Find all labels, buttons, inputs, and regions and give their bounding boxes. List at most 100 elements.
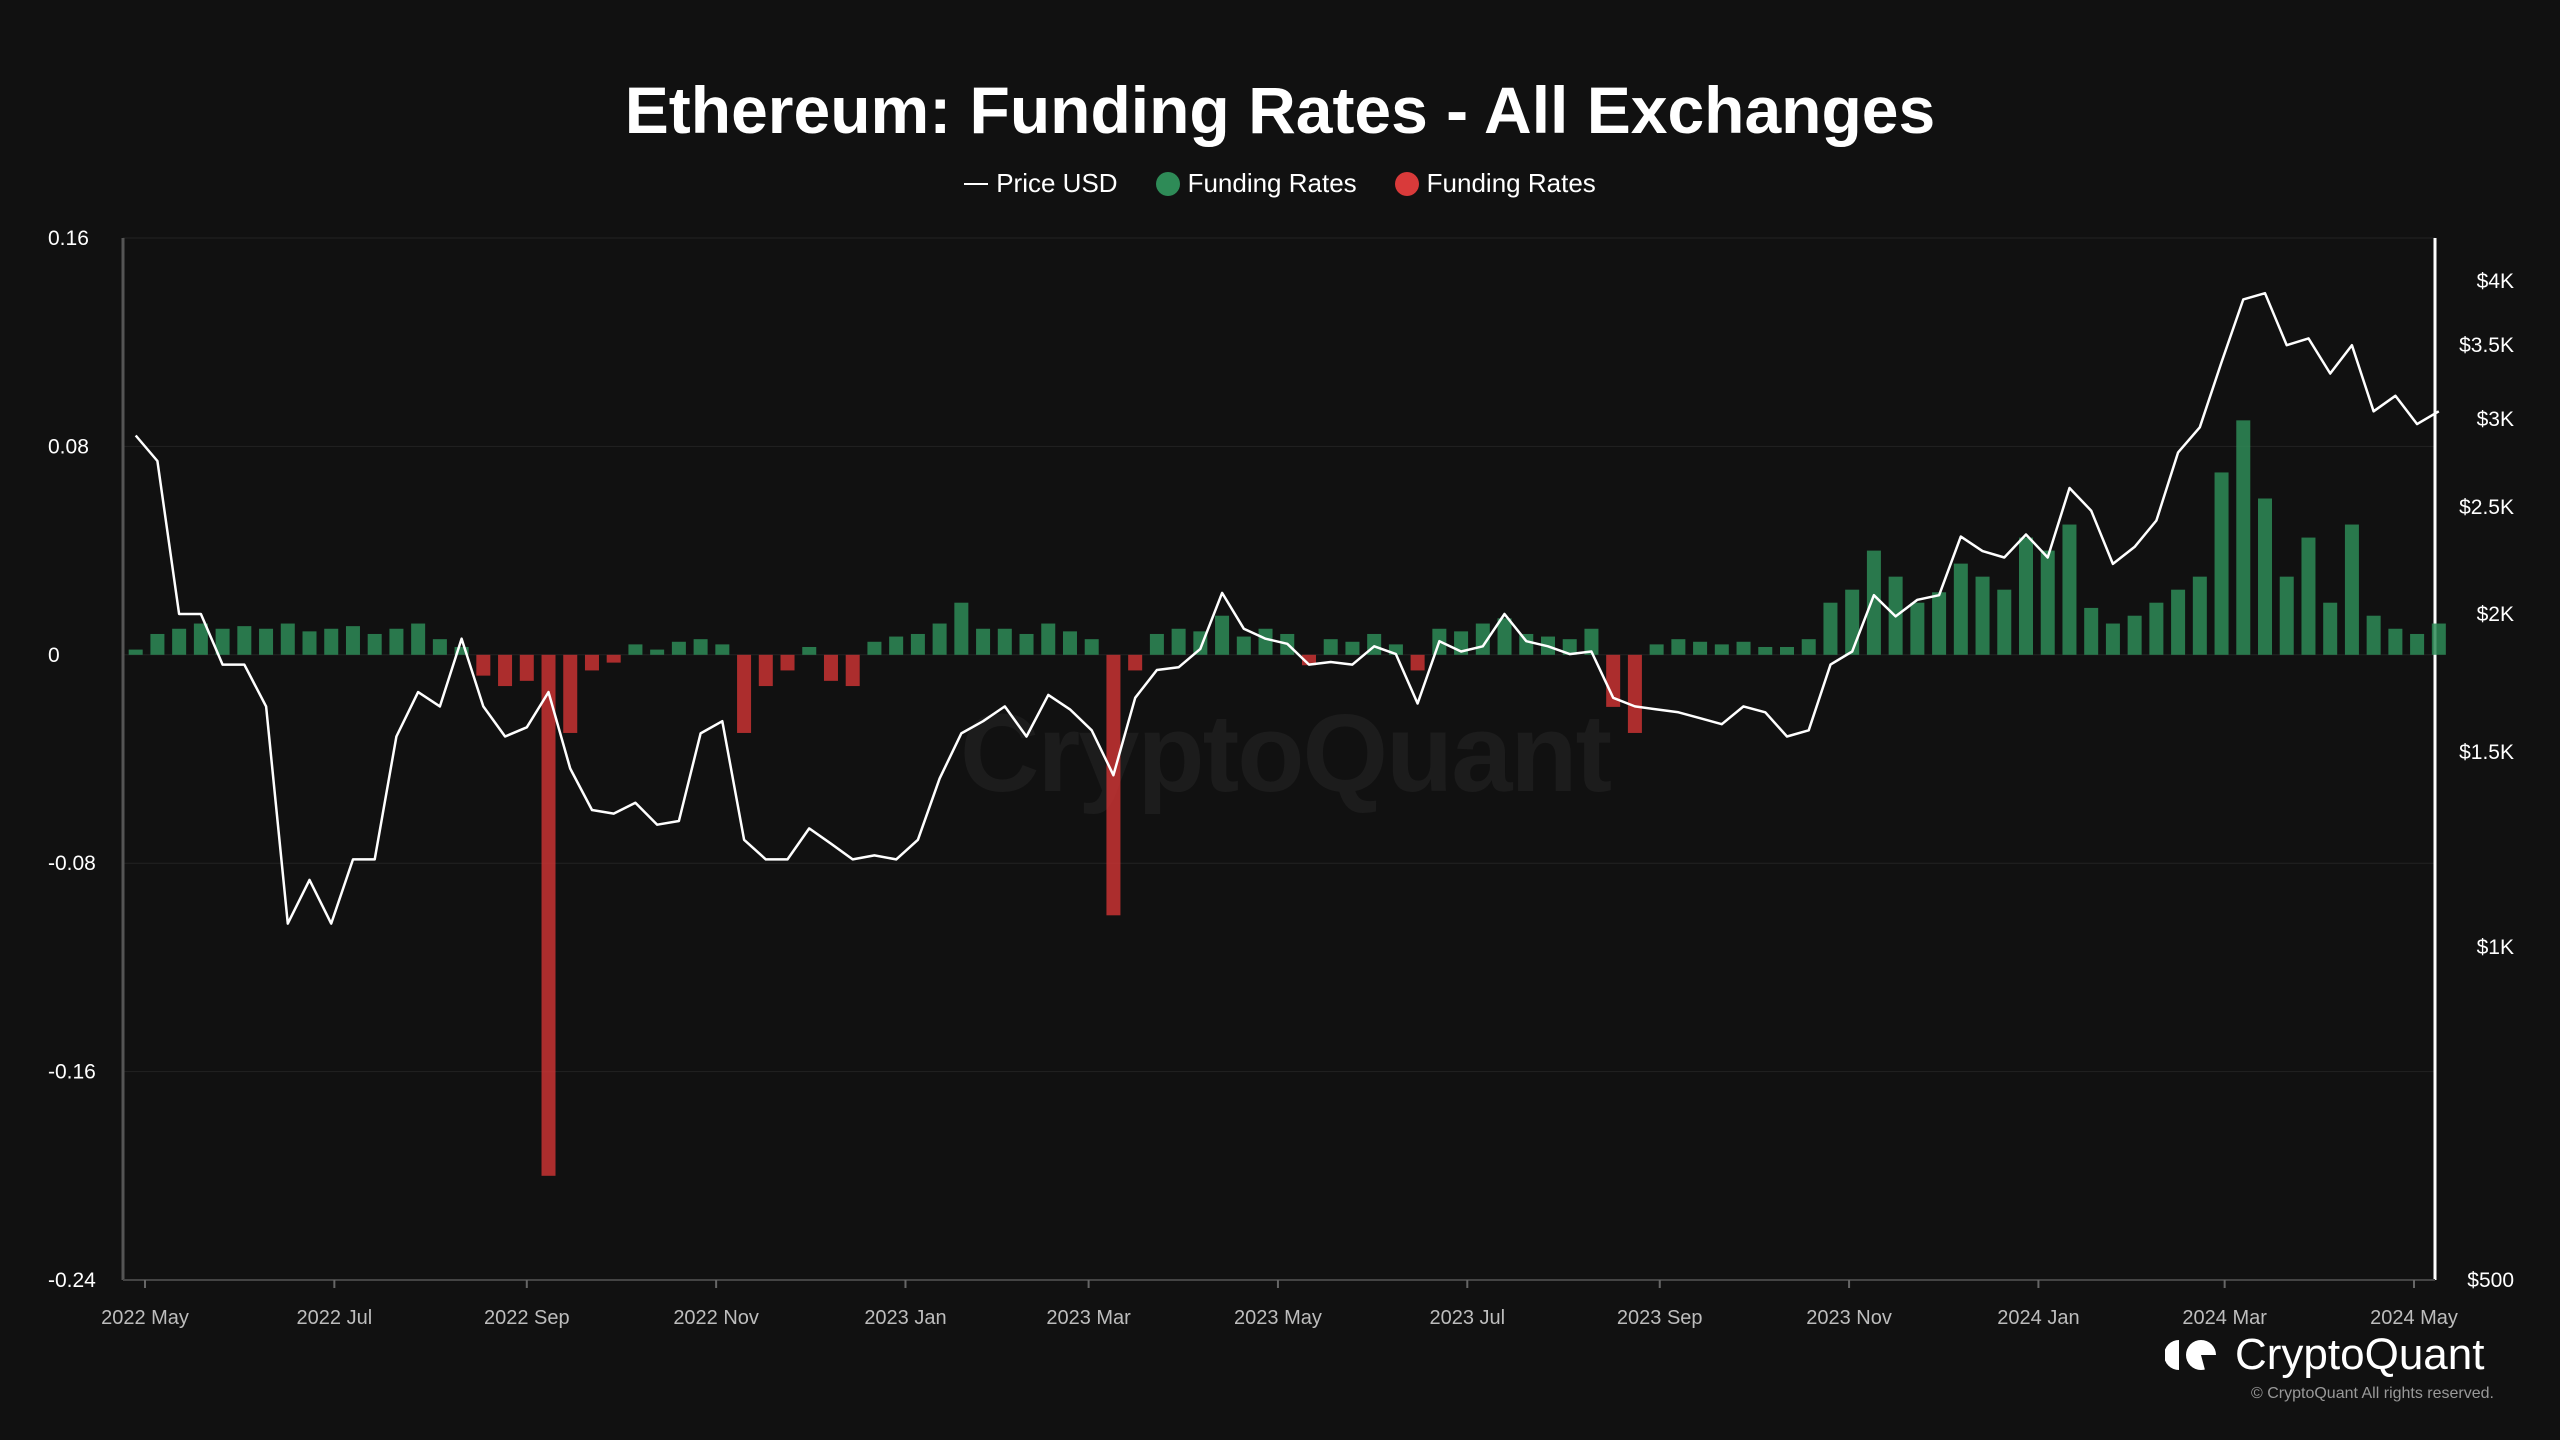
x-tick-label: 2023 Sep <box>1617 1307 1703 1329</box>
funding-rate-bar <box>802 646 817 655</box>
funding-rate-bar <box>1128 654 1143 671</box>
funding-rate-bar <box>1736 641 1751 655</box>
x-tick-label: 2023 May <box>1234 1307 1322 1329</box>
funding-rate-bar <box>823 654 838 681</box>
funding-rate-bar <box>2127 615 2142 655</box>
x-tick-label: 2023 Jan <box>864 1307 946 1329</box>
funding-rate-bar <box>2344 524 2359 655</box>
funding-rate-bar <box>1062 631 1077 655</box>
funding-rate-bar <box>280 623 295 655</box>
x-tick-label: 2024 Mar <box>2182 1307 2267 1329</box>
brand-name: CryptoQuant <box>2235 1330 2485 1379</box>
funding-rate-bar <box>237 626 252 655</box>
watermark: CryptoQuant <box>960 692 1612 815</box>
y2-tick-label: $1.5K <box>2459 741 2514 764</box>
funding-rate-bar <box>1953 563 1968 655</box>
funding-rate-bar <box>1823 602 1838 655</box>
funding-rate-bar <box>2410 633 2425 655</box>
funding-rate-bar <box>1932 592 1947 655</box>
funding-rate-bar <box>150 633 165 655</box>
legend-funding-positive[interactable]: Funding Rates <box>1155 168 1357 199</box>
funding-rate-bar <box>193 623 208 655</box>
funding-rate-bar <box>541 654 556 1176</box>
funding-rate-bar <box>2366 615 2381 655</box>
funding-rate-bar <box>2301 537 2316 655</box>
funding-rate-bar <box>2192 576 2207 655</box>
line-swatch-icon <box>964 182 989 185</box>
funding-rate-bar <box>867 641 882 655</box>
funding-rate-bar <box>1519 633 1534 655</box>
funding-rate-bar <box>1171 628 1186 655</box>
funding-rate-bar <box>1779 646 1794 655</box>
funding-rate-bar <box>1019 633 1034 655</box>
funding-rate-bar <box>2279 576 2294 655</box>
funding-rate-bar <box>1106 654 1121 916</box>
funding-rate-bar <box>324 628 339 655</box>
funding-rate-bar <box>128 649 143 655</box>
cryptoquant-logo-icon <box>2165 1340 2217 1370</box>
brand-logo: CryptoQuant <box>2165 1330 2484 1380</box>
funding-rate-bar <box>454 646 469 655</box>
funding-rate-bar <box>1866 550 1881 655</box>
funding-rate-bar <box>1149 633 1164 655</box>
funding-rate-bar <box>780 654 795 671</box>
funding-rate-bar <box>2084 607 2099 655</box>
funding-rate-bar <box>1693 641 1708 655</box>
funding-rate-bar <box>715 644 730 655</box>
funding-rate-bar <box>1323 639 1338 655</box>
funding-rate-bar <box>1258 628 1273 655</box>
x-tick-label: 2022 Jul <box>297 1307 373 1329</box>
funding-rate-bar <box>1910 602 1925 655</box>
funding-rate-bar <box>1801 639 1816 655</box>
funding-rate-bar <box>1606 654 1621 707</box>
chart-title: Ethereum: Funding Rates - All Exchanges <box>624 73 1936 147</box>
funding-rate-bar <box>432 639 447 655</box>
funding-rate-bar <box>1388 644 1403 655</box>
funding-rate-bar <box>1649 644 1664 655</box>
funding-rate-bar <box>2258 498 2273 655</box>
funding-rate-bar <box>628 644 643 655</box>
funding-rate-bar <box>1975 576 1990 655</box>
y2-tick-label: $2.5K <box>2459 496 2514 519</box>
funding-rate-bar <box>1410 654 1425 671</box>
funding-rate-bar <box>2431 623 2446 655</box>
funding-rate-bar <box>910 633 925 655</box>
funding-rate-bar <box>1997 589 2012 655</box>
funding-rate-bar <box>563 654 578 733</box>
funding-rate-bar <box>932 623 947 655</box>
y-tick-label: 0 <box>48 644 60 667</box>
funding-rate-bar <box>1671 639 1686 655</box>
legend-label: Price USD <box>996 168 1118 198</box>
funding-rate-bar <box>1084 639 1099 655</box>
funding-rate-bar <box>215 628 230 655</box>
funding-rate-bar <box>1497 618 1512 655</box>
y-tick-label: 0.08 <box>48 435 89 458</box>
funding-rate-bar <box>1236 636 1251 655</box>
legend-label: Funding Rates <box>1187 168 1357 198</box>
y2-tick-label: $3K <box>2477 408 2514 431</box>
x-tick-label: 2023 Jul <box>1429 1307 1505 1329</box>
funding-rate-bar <box>1714 644 1729 655</box>
funding-rate-bar <box>1845 589 1860 655</box>
green-dot-icon <box>1155 171 1180 196</box>
x-tick-label: 2022 May <box>101 1307 189 1329</box>
funding-rate-bar <box>2388 628 2403 655</box>
funding-rate-bar <box>1562 639 1577 655</box>
funding-rate-bar <box>2040 550 2055 655</box>
funding-rate-bar <box>2323 602 2338 655</box>
copyright: © CryptoQuant All rights reserved. <box>2251 1385 2494 1402</box>
funding-rate-bar <box>954 602 969 655</box>
funding-rate-bar <box>367 633 382 655</box>
x-tick-label: 2023 Mar <box>1046 1307 1131 1329</box>
y2-tick-label: $1K <box>2477 936 2514 959</box>
legend-price[interactable]: Price USD <box>964 168 1118 199</box>
funding-rate-bar <box>976 628 991 655</box>
funding-rate-bar <box>584 654 599 671</box>
legend-funding-negative[interactable]: Funding Rates <box>1394 168 1596 199</box>
y2-tick-label: $3.5K <box>2459 334 2514 357</box>
legend: Price USD Funding Rates Funding Rates <box>0 168 2560 199</box>
legend-label: Funding Rates <box>1426 168 1596 198</box>
y-tick-label: -0.16 <box>48 1061 96 1084</box>
funding-rate-bar <box>1627 654 1642 733</box>
